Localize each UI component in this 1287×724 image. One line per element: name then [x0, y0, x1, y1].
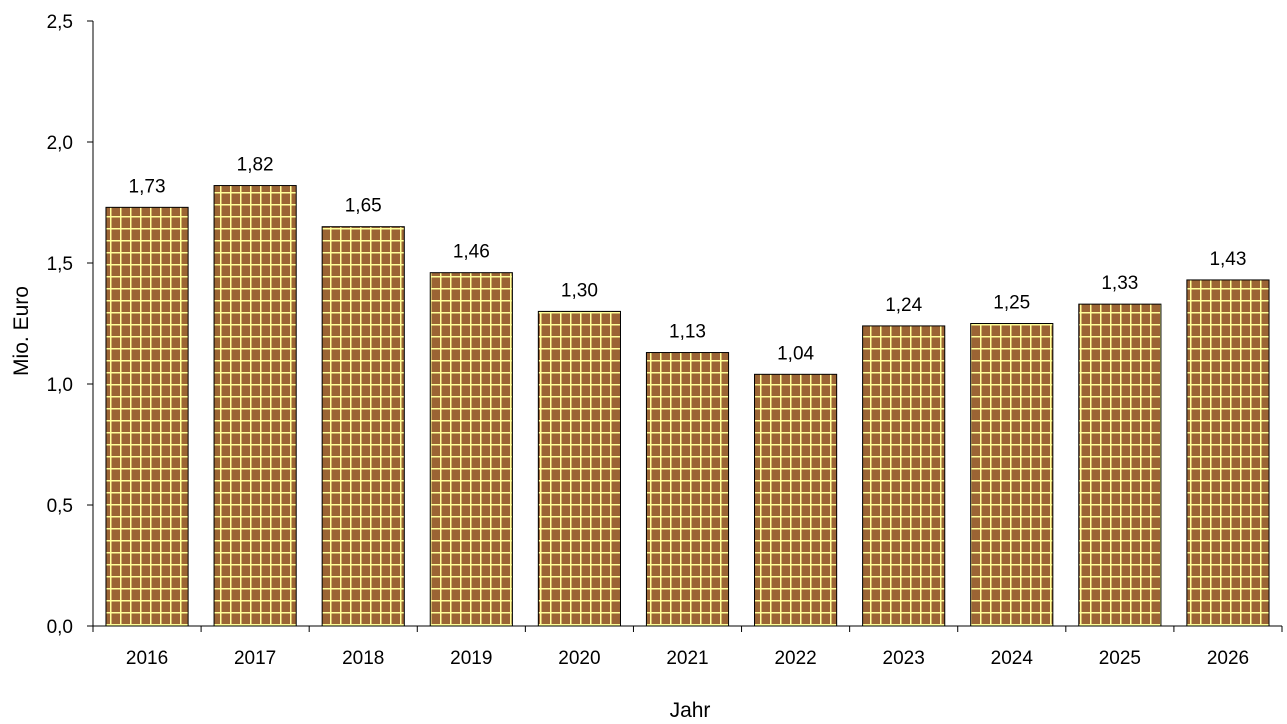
bar-2020 — [537, 310, 621, 627]
x-axis-title: Jahr — [670, 699, 711, 722]
x-tick-label-2022: 2022 — [774, 648, 816, 669]
bar-2021 — [645, 352, 730, 627]
y-tick-label: 2,5 — [47, 12, 73, 33]
value-label-2021: 1,13 — [669, 322, 706, 343]
y-tick-label: 1,0 — [47, 375, 73, 396]
y-axis-title: Mio. Euro — [10, 286, 33, 376]
labels-group: 1,73 2016 1,82 2017 1,65 2018 1,46 2019 1,30 2020… — [47, 12, 1250, 669]
x-tick-label-2019: 2019 — [450, 648, 492, 669]
x-tick-label-2021: 2021 — [666, 648, 708, 669]
value-label-2016: 1,73 — [129, 176, 166, 197]
x-tick-label-2023: 2023 — [883, 648, 925, 669]
bar-2018 — [321, 226, 405, 627]
x-tick-label-2025: 2025 — [1099, 648, 1141, 669]
bar-2022 — [754, 373, 838, 627]
y-tick-label: 2,0 — [47, 133, 73, 154]
value-label-2025: 1,33 — [1101, 273, 1138, 294]
value-label-2026: 1,43 — [1209, 249, 1246, 270]
value-label-2020: 1,30 — [561, 280, 598, 301]
value-label-2017: 1,82 — [237, 155, 274, 176]
bar-2023 — [862, 325, 946, 627]
y-tick-label: 1,5 — [47, 254, 73, 275]
x-tick-label-2020: 2020 — [558, 648, 600, 669]
value-label-2018: 1,65 — [345, 196, 382, 217]
x-tick-label-2026: 2026 — [1207, 648, 1249, 669]
y-tick-label: 0,5 — [47, 496, 73, 517]
value-label-2019: 1,46 — [453, 242, 490, 263]
y-tick-label: 0,0 — [47, 617, 73, 638]
value-label-2024: 1,25 — [993, 293, 1030, 314]
bar-2026 — [1186, 279, 1270, 627]
bars-group — [105, 185, 1270, 627]
x-tick-label-2016: 2016 — [126, 648, 168, 669]
value-label-2022: 1,04 — [777, 343, 814, 364]
x-tick-label-2017: 2017 — [234, 648, 276, 669]
bar-2016 — [105, 206, 189, 627]
bar-2017 — [213, 185, 297, 627]
bar-2019 — [429, 272, 513, 627]
x-tick-label-2024: 2024 — [991, 648, 1034, 669]
x-tick-label-2018: 2018 — [342, 648, 384, 669]
bar-2025 — [1078, 303, 1162, 627]
value-label-2023: 1,24 — [885, 295, 922, 316]
axes-group — [87, 20, 1283, 632]
bar-2024 — [970, 323, 1054, 627]
